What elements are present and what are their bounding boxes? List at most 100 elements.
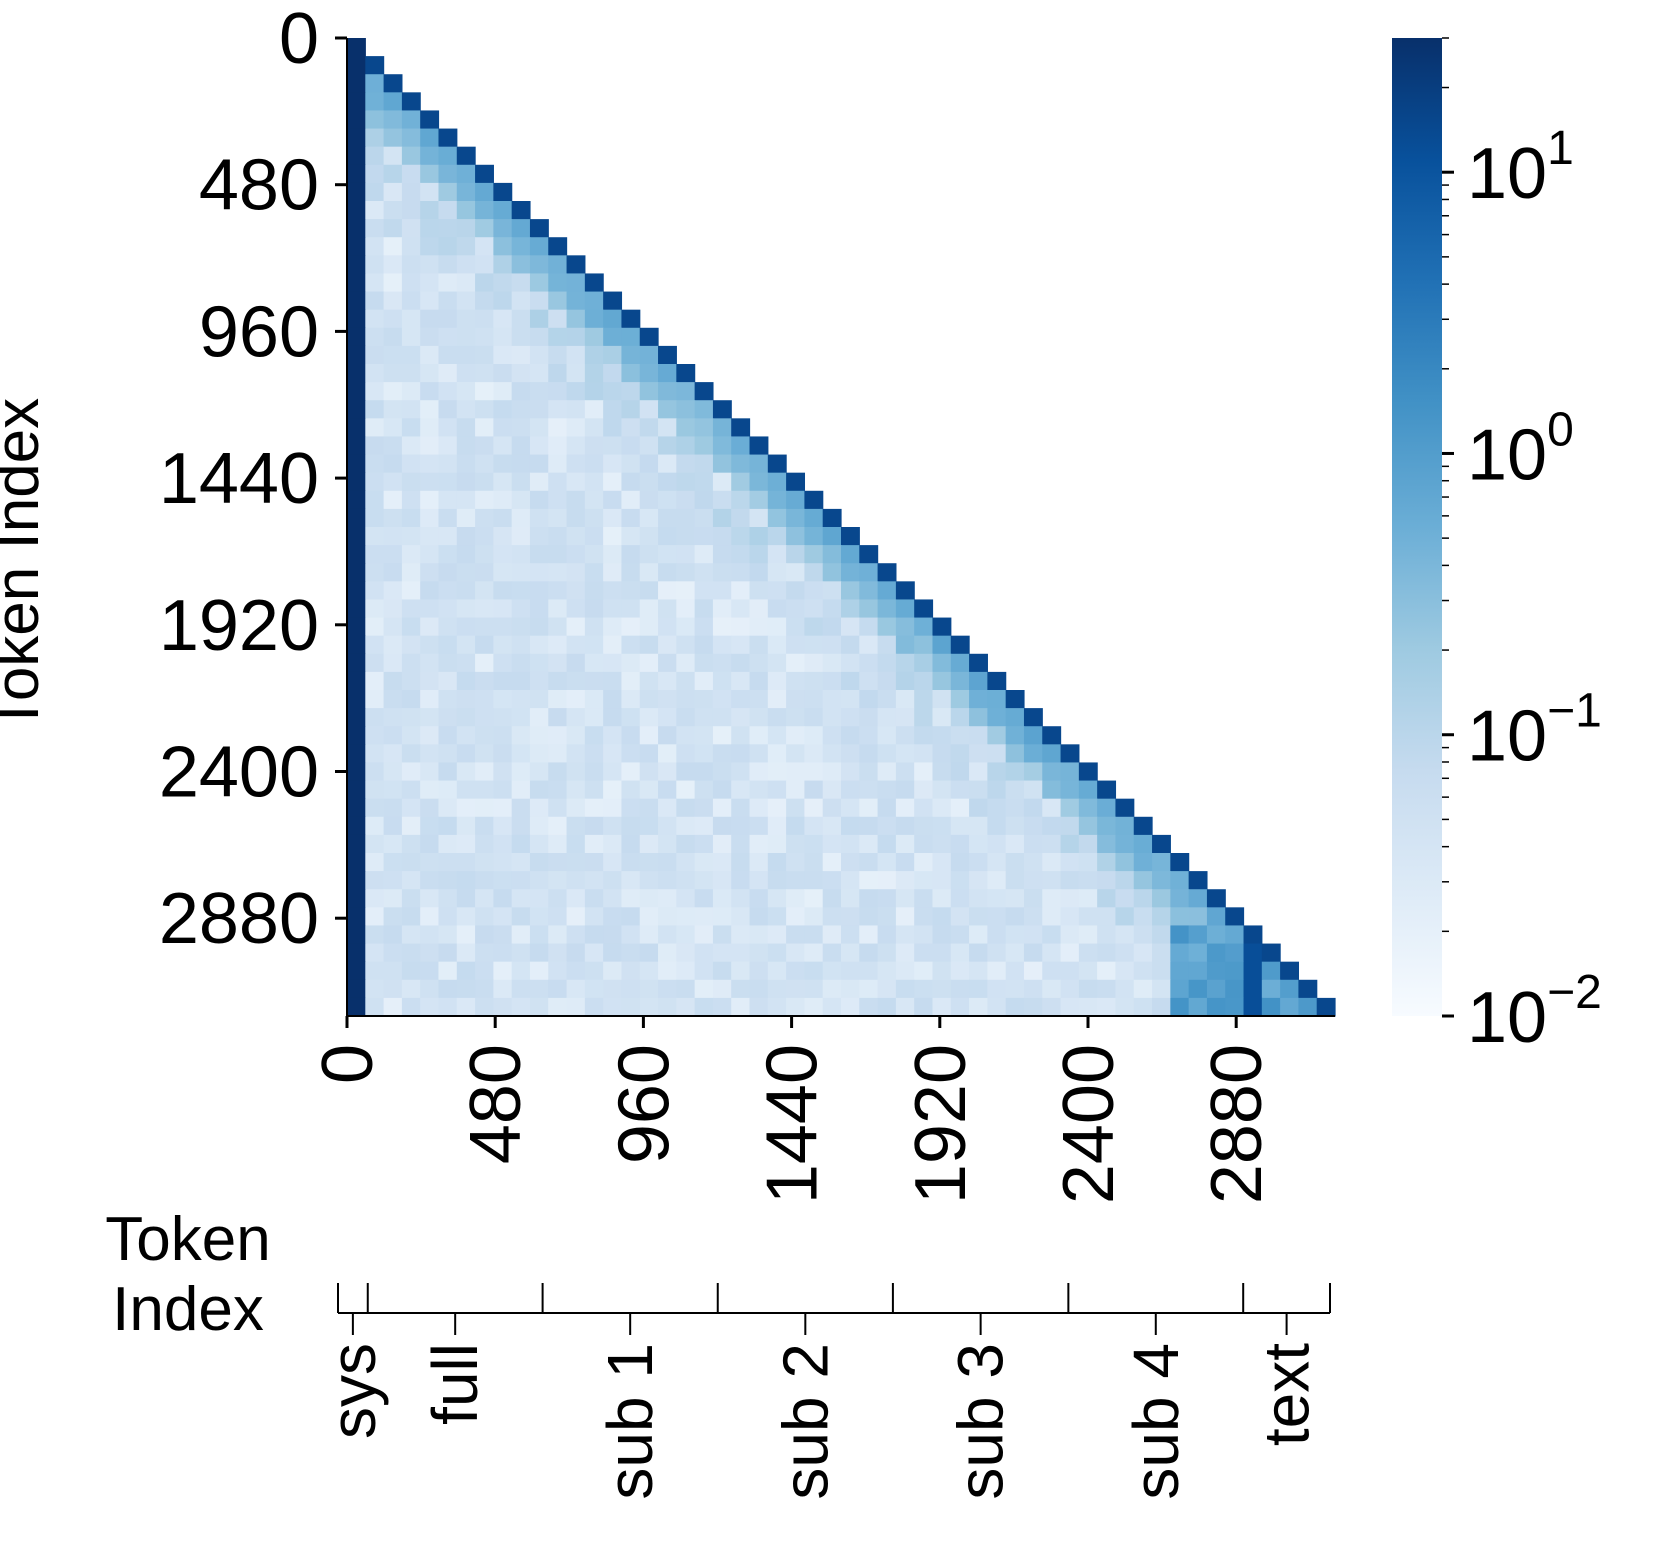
heatmap-cell bbox=[676, 671, 696, 691]
heatmap-cell bbox=[987, 925, 1007, 945]
heatmap-cell bbox=[529, 798, 549, 818]
heatmap-cell bbox=[1097, 834, 1117, 854]
heatmap-cell bbox=[438, 527, 458, 546]
heatmap-cell bbox=[584, 653, 604, 673]
heatmap-cell bbox=[950, 943, 970, 963]
heatmap-cell bbox=[1243, 961, 1263, 981]
heatmap-cell bbox=[731, 925, 751, 945]
heatmap-cell bbox=[401, 472, 421, 492]
heatmap-cell bbox=[493, 653, 513, 673]
heatmap-cell bbox=[584, 671, 604, 691]
heatmap-cell bbox=[347, 889, 366, 908]
heatmap-cell bbox=[639, 653, 659, 673]
heatmap-cell bbox=[1225, 925, 1245, 945]
heatmap-cell bbox=[841, 798, 860, 818]
heatmap-cell bbox=[621, 508, 641, 528]
heatmap-cell bbox=[548, 454, 568, 474]
heatmap-cell bbox=[511, 961, 531, 981]
heatmap-cell bbox=[1298, 997, 1318, 1017]
heatmap-cell bbox=[365, 744, 385, 764]
heatmap-cell bbox=[895, 726, 915, 745]
heatmap-cell bbox=[420, 454, 440, 474]
heatmap-cell bbox=[438, 164, 458, 184]
heatmap-cell bbox=[475, 309, 494, 329]
heatmap-cell bbox=[603, 599, 623, 619]
heatmap-cell bbox=[584, 309, 604, 329]
heatmap-cell bbox=[676, 563, 696, 582]
heatmap-cell bbox=[383, 726, 403, 745]
heatmap-cell bbox=[511, 255, 531, 275]
heatmap-cell bbox=[859, 907, 879, 927]
heatmap-cell bbox=[712, 563, 732, 582]
heatmap-cell bbox=[895, 997, 915, 1017]
heatmap-cell bbox=[694, 617, 714, 637]
heatmap-cell bbox=[767, 762, 787, 782]
heatmap-cell bbox=[731, 472, 751, 492]
heatmap-cell bbox=[347, 237, 366, 256]
heatmap-cell bbox=[877, 871, 897, 890]
heatmap-cell bbox=[767, 472, 787, 492]
heatmap-cell bbox=[511, 382, 531, 401]
heatmap-cell bbox=[841, 635, 860, 655]
heatmap-cell bbox=[804, 907, 824, 927]
heatmap-cell bbox=[401, 128, 421, 148]
heatmap-cell bbox=[1170, 907, 1190, 927]
heatmap-cell bbox=[895, 653, 915, 673]
heatmap-cell bbox=[529, 671, 549, 691]
heatmap-cell bbox=[639, 997, 659, 1017]
heatmap-cell bbox=[658, 653, 677, 673]
heatmap-cell bbox=[401, 527, 421, 546]
heatmap-cell bbox=[548, 816, 568, 836]
heatmap-cell bbox=[712, 834, 732, 854]
heatmap-cell bbox=[529, 345, 549, 365]
heatmap-cell bbox=[914, 853, 934, 872]
heatmap-cell bbox=[822, 527, 842, 546]
heatmap-cell bbox=[822, 708, 842, 727]
heatmap-cell bbox=[786, 617, 806, 637]
heatmap-cell bbox=[347, 671, 366, 691]
heatmap-cell bbox=[420, 219, 440, 238]
heatmap-cell bbox=[347, 74, 366, 93]
heatmap-cell bbox=[347, 708, 366, 727]
heatmap-cell bbox=[511, 527, 531, 546]
heatmap-cell bbox=[895, 708, 915, 727]
heatmap-cell bbox=[1078, 816, 1098, 836]
heatmap-cell bbox=[639, 925, 659, 945]
heatmap-cell bbox=[987, 744, 1007, 764]
heatmap-cell bbox=[584, 527, 604, 546]
y-tick-label: 0 bbox=[279, 0, 319, 79]
heatmap-cell bbox=[987, 871, 1007, 890]
heatmap-cell bbox=[1170, 979, 1190, 999]
heatmap-cell bbox=[877, 943, 897, 963]
heatmap-cell bbox=[767, 527, 787, 546]
heatmap-cell bbox=[365, 128, 385, 148]
heatmap-cell bbox=[529, 834, 549, 854]
heatmap-cell bbox=[548, 961, 568, 981]
heatmap-cell bbox=[676, 490, 696, 510]
heatmap-cell bbox=[767, 907, 787, 927]
heatmap-cell bbox=[914, 653, 934, 673]
heatmap-cell bbox=[676, 871, 696, 890]
heatmap-cell bbox=[365, 418, 385, 438]
heatmap-cell bbox=[712, 508, 732, 528]
heatmap-cell bbox=[877, 617, 897, 637]
heatmap-cell bbox=[639, 490, 659, 510]
heatmap-cell bbox=[347, 581, 366, 601]
heatmap-cell bbox=[621, 364, 641, 383]
segment-label: sub 4 bbox=[1120, 1343, 1192, 1500]
heatmap-cell bbox=[420, 327, 440, 347]
heatmap-cell bbox=[438, 128, 458, 148]
heatmap-cell bbox=[767, 979, 787, 999]
heatmap-cell bbox=[1133, 925, 1153, 945]
heatmap-cell bbox=[566, 382, 586, 401]
heatmap-cell bbox=[456, 997, 476, 1017]
heatmap-cell bbox=[1097, 925, 1117, 945]
heatmap-cell bbox=[603, 454, 623, 474]
heatmap-cell bbox=[347, 110, 366, 130]
heatmap-cell bbox=[1152, 853, 1171, 872]
heatmap-cell bbox=[987, 671, 1007, 691]
heatmap-cell bbox=[859, 871, 879, 890]
heatmap-cell bbox=[1097, 871, 1117, 890]
heatmap-cell bbox=[529, 889, 549, 908]
heatmap-cell bbox=[621, 744, 641, 764]
